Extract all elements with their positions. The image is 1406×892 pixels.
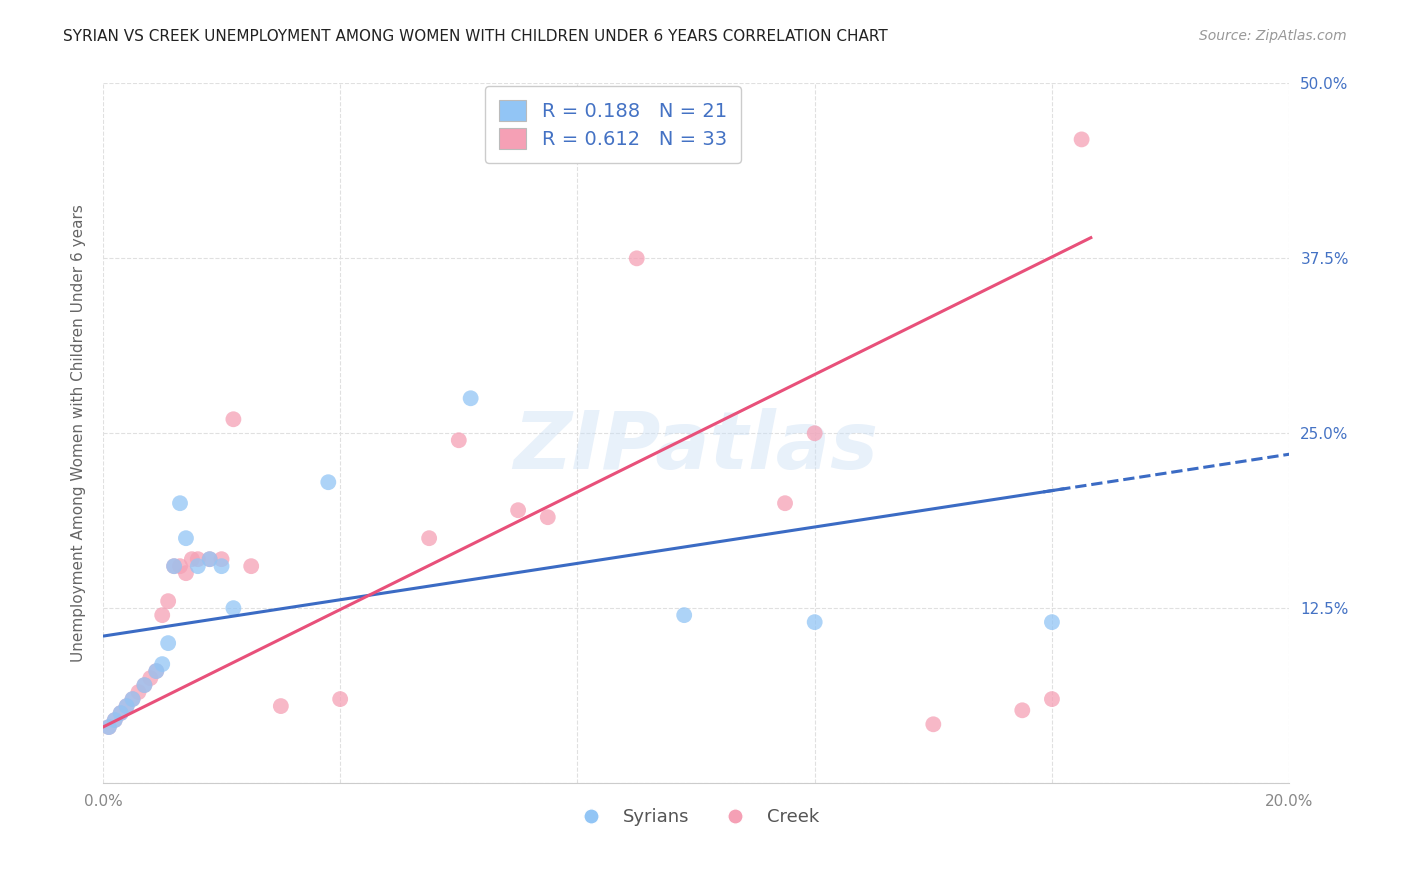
Point bbox=[222, 601, 245, 615]
Point bbox=[418, 531, 440, 545]
Point bbox=[139, 671, 162, 685]
Point bbox=[626, 252, 648, 266]
Point bbox=[211, 552, 233, 566]
Point bbox=[187, 559, 209, 574]
Point bbox=[121, 692, 143, 706]
Point bbox=[803, 426, 825, 441]
Point bbox=[110, 706, 132, 720]
Point bbox=[145, 664, 167, 678]
Point bbox=[318, 475, 340, 490]
Point bbox=[115, 699, 138, 714]
Point bbox=[97, 720, 120, 734]
Point bbox=[1070, 132, 1092, 146]
Point bbox=[187, 552, 209, 566]
Text: ZIPatlas: ZIPatlas bbox=[513, 409, 879, 486]
Point bbox=[537, 510, 560, 524]
Point bbox=[240, 559, 263, 574]
Point bbox=[163, 559, 186, 574]
Text: Source: ZipAtlas.com: Source: ZipAtlas.com bbox=[1199, 29, 1347, 43]
Legend: Syrians, Creek: Syrians, Creek bbox=[565, 801, 827, 833]
Point bbox=[104, 713, 127, 727]
Point bbox=[447, 434, 470, 448]
Point bbox=[163, 559, 186, 574]
Y-axis label: Unemployment Among Women with Children Under 6 years: Unemployment Among Women with Children U… bbox=[72, 204, 86, 662]
Point bbox=[1040, 692, 1063, 706]
Point bbox=[104, 713, 127, 727]
Text: SYRIAN VS CREEK UNEMPLOYMENT AMONG WOMEN WITH CHILDREN UNDER 6 YEARS CORRELATION: SYRIAN VS CREEK UNEMPLOYMENT AMONG WOMEN… bbox=[63, 29, 889, 44]
Point bbox=[134, 678, 156, 692]
Point bbox=[211, 559, 233, 574]
Point bbox=[460, 391, 482, 405]
Point bbox=[110, 706, 132, 720]
Point bbox=[508, 503, 530, 517]
Point bbox=[1040, 615, 1063, 629]
Point bbox=[157, 636, 180, 650]
Point bbox=[198, 552, 221, 566]
Point bbox=[169, 496, 191, 510]
Point bbox=[150, 657, 173, 672]
Point bbox=[1011, 703, 1033, 717]
Point bbox=[198, 552, 221, 566]
Point bbox=[115, 699, 138, 714]
Point bbox=[673, 608, 696, 623]
Point bbox=[329, 692, 352, 706]
Point bbox=[922, 717, 945, 731]
Point bbox=[174, 531, 197, 545]
Point bbox=[128, 685, 150, 699]
Point bbox=[97, 720, 120, 734]
Point bbox=[169, 559, 191, 574]
Point bbox=[803, 615, 825, 629]
Point bbox=[134, 678, 156, 692]
Point bbox=[145, 664, 167, 678]
Point bbox=[121, 692, 143, 706]
Point bbox=[222, 412, 245, 426]
Point bbox=[180, 552, 202, 566]
Point bbox=[150, 608, 173, 623]
Point bbox=[773, 496, 796, 510]
Point bbox=[174, 566, 197, 581]
Point bbox=[157, 594, 180, 608]
Point bbox=[270, 699, 292, 714]
